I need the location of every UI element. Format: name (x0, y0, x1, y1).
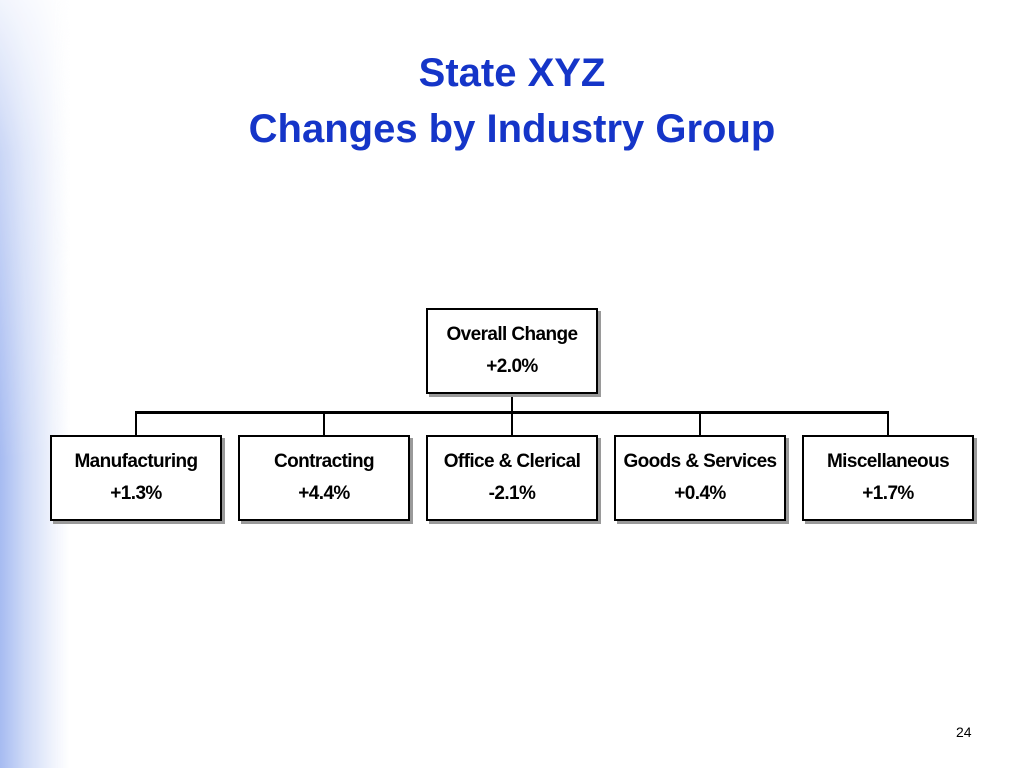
node-value: -2.1% (488, 483, 536, 504)
node-label: Office & Clerical (443, 451, 581, 472)
slide-title-line-2: Changes by Industry Group (248, 107, 776, 151)
node-label: Miscellaneous (826, 451, 950, 472)
node-value: +2.0% (486, 356, 538, 377)
page-number: 24 (956, 724, 972, 740)
node-value: +0.4% (674, 483, 726, 504)
child-node-contracting: Contracting +4.4% (238, 435, 410, 521)
left-decorative-gradient (0, 0, 70, 768)
child-connector-line (699, 412, 701, 436)
node-label: Overall Change (446, 324, 579, 345)
child-node-office-clerical: Office & Clerical -2.1% (426, 435, 598, 521)
child-node-miscellaneous: Miscellaneous +1.7% (802, 435, 974, 521)
node-label: Contracting (273, 451, 375, 472)
child-connector-line (887, 412, 889, 436)
root-connector-line (511, 391, 513, 412)
node-value: +1.3% (110, 483, 162, 504)
child-node-manufacturing: Manufacturing +1.3% (50, 435, 222, 521)
node-label: Manufacturing (74, 451, 198, 472)
child-node-goods-services: Goods & Services +0.4% (614, 435, 786, 521)
root-node-overall-change: Overall Change +2.0% (426, 308, 598, 394)
child-connector-line (323, 412, 325, 436)
node-value: +1.7% (862, 483, 914, 504)
node-value: +4.4% (298, 483, 350, 504)
child-connector-line (511, 412, 513, 436)
node-label: Goods & Services (623, 451, 777, 472)
child-connector-line (135, 412, 137, 436)
slide-title-line-1: State XYZ (418, 51, 606, 95)
